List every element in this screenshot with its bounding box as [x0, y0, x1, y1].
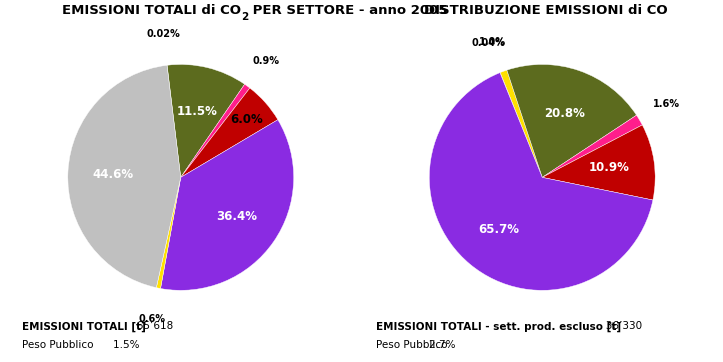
Wedge shape: [542, 115, 642, 177]
Text: 36.4%: 36.4%: [216, 210, 257, 223]
Text: 2: 2: [241, 12, 248, 21]
Text: 65.7%: 65.7%: [479, 223, 519, 236]
Wedge shape: [68, 65, 181, 288]
Wedge shape: [181, 88, 278, 177]
Text: Peso Pubblico: Peso Pubblico: [22, 340, 93, 350]
Text: EMISSIONI TOTALI [t]: EMISSIONI TOTALI [t]: [22, 321, 145, 332]
Text: 44.6%: 44.6%: [93, 168, 134, 181]
Text: 0.9%: 0.9%: [252, 55, 279, 66]
Text: PER SETTORE - anno 2005: PER SETTORE - anno 2005: [248, 4, 448, 17]
Text: 0.04%: 0.04%: [471, 38, 505, 48]
Wedge shape: [167, 65, 181, 177]
Wedge shape: [181, 84, 250, 177]
Text: 1.6%: 1.6%: [654, 99, 680, 109]
Text: 65’618: 65’618: [127, 321, 173, 332]
Text: EMISSIONI TOTALI di CO: EMISSIONI TOTALI di CO: [62, 4, 241, 17]
Wedge shape: [429, 73, 653, 290]
Wedge shape: [500, 70, 542, 177]
Text: DISTRIBUZIONE EMISSIONI di CO: DISTRIBUZIONE EMISSIONI di CO: [424, 4, 667, 17]
Text: 6.0%: 6.0%: [231, 113, 263, 126]
Wedge shape: [507, 64, 636, 177]
Wedge shape: [161, 120, 294, 290]
Text: EMISSIONI TOTALI - sett. prod. escluso [t]: EMISSIONI TOTALI - sett. prod. escluso […: [376, 321, 621, 332]
Wedge shape: [542, 125, 655, 200]
Wedge shape: [156, 177, 181, 289]
Text: Peso Pubblico: Peso Pubblico: [376, 340, 448, 350]
Wedge shape: [167, 64, 244, 177]
Text: 2.7%: 2.7%: [416, 340, 455, 350]
Text: 20.8%: 20.8%: [544, 107, 585, 120]
Text: 0.6%: 0.6%: [139, 314, 166, 324]
Text: 10.9%: 10.9%: [589, 161, 630, 174]
Text: 0.02%: 0.02%: [146, 29, 180, 39]
Text: 11.5%: 11.5%: [176, 105, 218, 118]
Wedge shape: [500, 72, 542, 177]
Text: 1.5%: 1.5%: [87, 340, 140, 350]
Text: 36’330: 36’330: [596, 321, 643, 332]
Text: 1.0%: 1.0%: [479, 37, 506, 47]
